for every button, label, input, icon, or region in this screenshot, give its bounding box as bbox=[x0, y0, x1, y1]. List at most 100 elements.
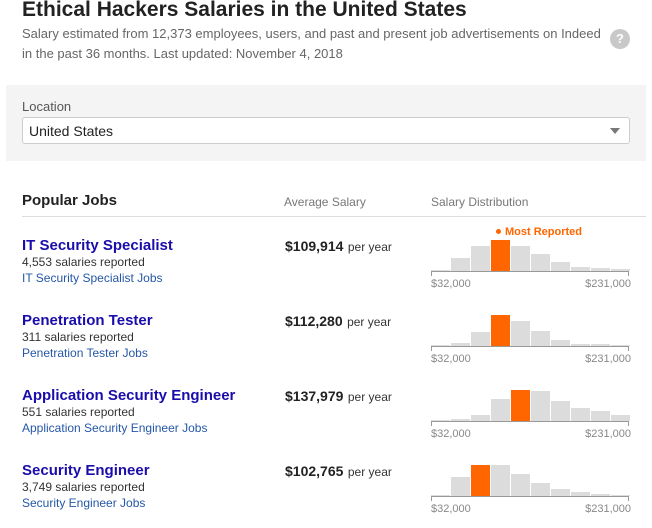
average-salary: $112,280 per year bbox=[285, 313, 391, 331]
histogram-axis bbox=[431, 421, 629, 422]
most-reported-dot bbox=[496, 228, 501, 234]
histogram-bar bbox=[431, 345, 450, 346]
job-title-link[interactable]: Penetration Tester bbox=[22, 312, 153, 329]
job-row: Penetration Tester 311 salaries reported… bbox=[0, 312, 652, 387]
salary-period: per year bbox=[347, 315, 392, 329]
histogram-bars bbox=[431, 237, 631, 271]
histogram-axis bbox=[431, 346, 629, 347]
salaries-reported: 311 salaries reported bbox=[22, 330, 134, 344]
axis-tick-right bbox=[628, 271, 629, 276]
histogram-bar bbox=[571, 492, 590, 496]
axis-tick-right bbox=[628, 346, 629, 351]
salaries-reported: 3,749 salaries reported bbox=[22, 480, 145, 494]
salary-distribution-histogram: $32,000 $231,000 bbox=[431, 462, 631, 522]
salary-period: per year bbox=[347, 465, 392, 479]
histogram-bar-peak bbox=[471, 465, 490, 496]
histogram-axis bbox=[431, 496, 629, 497]
histogram-bars bbox=[431, 387, 631, 421]
histogram-bar bbox=[471, 332, 490, 346]
salary-period: per year bbox=[347, 390, 392, 404]
histogram-bar bbox=[571, 408, 590, 421]
average-salary: $102,765 per year bbox=[285, 463, 392, 481]
job-row: Application Security Engineer 551 salari… bbox=[0, 387, 652, 462]
histogram-bar bbox=[531, 391, 550, 421]
location-select[interactable]: United States bbox=[22, 117, 630, 144]
histogram-bar bbox=[591, 411, 610, 421]
salary-distribution-header: Salary Distribution bbox=[431, 195, 529, 209]
jobs-link[interactable]: Security Engineer Jobs bbox=[22, 496, 146, 510]
jobs-link[interactable]: Application Security Engineer Jobs bbox=[22, 421, 208, 435]
histogram-bar bbox=[431, 270, 450, 271]
histogram-bar bbox=[451, 419, 470, 421]
histogram-bar bbox=[451, 258, 470, 271]
histogram-bar-peak bbox=[491, 240, 510, 271]
histogram-bar bbox=[551, 262, 570, 271]
histogram-bar bbox=[451, 477, 470, 496]
axis-tick-left bbox=[431, 346, 432, 351]
most-reported-label: Most Reported bbox=[496, 226, 582, 238]
job-row: Security Engineer 3,749 salaries reporte… bbox=[0, 462, 652, 528]
histogram-bar bbox=[531, 483, 550, 496]
axis-min-label: $32,000 bbox=[431, 503, 471, 515]
axis-tick-right bbox=[628, 496, 629, 501]
axis-max-label: $231,000 bbox=[585, 353, 631, 365]
histogram-bar bbox=[471, 246, 490, 271]
histogram-bars bbox=[431, 312, 631, 346]
histogram-bar bbox=[611, 415, 630, 421]
salary-distribution-histogram: $32,000 $231,000 bbox=[431, 312, 631, 372]
salaries-reported: 4,553 salaries reported bbox=[22, 255, 145, 269]
salary-distribution-histogram: $32,000 $231,000 bbox=[431, 387, 631, 447]
histogram-bar bbox=[551, 401, 570, 421]
histogram-bar bbox=[431, 420, 450, 421]
jobs-link[interactable]: Penetration Tester Jobs bbox=[22, 346, 148, 360]
job-title-link[interactable]: IT Security Specialist bbox=[22, 237, 173, 254]
average-salary: $137,979 per year bbox=[285, 388, 392, 406]
salary-period: per year bbox=[347, 240, 392, 254]
histogram-bar bbox=[591, 268, 610, 271]
histogram-bar bbox=[471, 415, 490, 421]
histogram-bar bbox=[431, 495, 450, 496]
histogram-bar bbox=[511, 321, 530, 346]
histogram-bar bbox=[491, 465, 510, 496]
average-salary: $109,914 per year bbox=[285, 238, 392, 256]
salary-value: $109,914 bbox=[285, 238, 344, 254]
page-subtitle: Salary estimated from 12,373 employees, … bbox=[22, 26, 601, 61]
histogram-bar bbox=[531, 254, 550, 271]
histogram-bar bbox=[591, 344, 610, 346]
histogram-bar-peak bbox=[511, 390, 530, 421]
job-title-link[interactable]: Security Engineer bbox=[22, 462, 150, 479]
salary-value: $137,979 bbox=[285, 388, 344, 404]
jobs-link[interactable]: IT Security Specialist Jobs bbox=[22, 271, 163, 285]
most-reported-text: Most Reported bbox=[505, 226, 582, 238]
salaries-reported: 551 salaries reported bbox=[22, 405, 135, 419]
histogram-bar bbox=[571, 344, 590, 346]
salary-value: $112,280 bbox=[285, 313, 343, 329]
histogram-bar bbox=[611, 269, 630, 271]
axis-min-label: $32,000 bbox=[431, 428, 471, 440]
salary-value: $102,765 bbox=[285, 463, 344, 479]
page-title: Ethical Hackers Salaries in the United S… bbox=[22, 0, 467, 21]
histogram-bar bbox=[611, 345, 630, 346]
axis-max-label: $231,000 bbox=[585, 503, 631, 515]
histogram-bar-peak bbox=[491, 315, 510, 346]
axis-max-label: $231,000 bbox=[585, 428, 631, 440]
histogram-bar bbox=[591, 494, 610, 496]
salary-distribution-histogram: $32,000 $231,000 bbox=[431, 237, 631, 297]
job-title-link[interactable]: Application Security Engineer bbox=[22, 387, 236, 404]
histogram-bar bbox=[571, 267, 590, 271]
axis-tick-left bbox=[431, 271, 432, 276]
axis-tick-left bbox=[431, 421, 432, 426]
axis-tick-left bbox=[431, 496, 432, 501]
histogram-bar bbox=[611, 495, 630, 496]
histogram-bar bbox=[551, 340, 570, 346]
location-label: Location bbox=[22, 99, 72, 114]
axis-min-label: $32,000 bbox=[431, 278, 471, 290]
histogram-bar bbox=[491, 399, 510, 421]
histogram-bar bbox=[531, 331, 550, 346]
location-panel: Location United States bbox=[6, 85, 646, 161]
popular-jobs-heading: Popular Jobs bbox=[22, 192, 118, 209]
location-value: United States bbox=[29, 123, 114, 139]
help-icon[interactable]: ? bbox=[610, 29, 630, 49]
chevron-down-icon bbox=[610, 128, 620, 134]
job-row: IT Security Specialist 4,553 salaries re… bbox=[0, 237, 652, 312]
